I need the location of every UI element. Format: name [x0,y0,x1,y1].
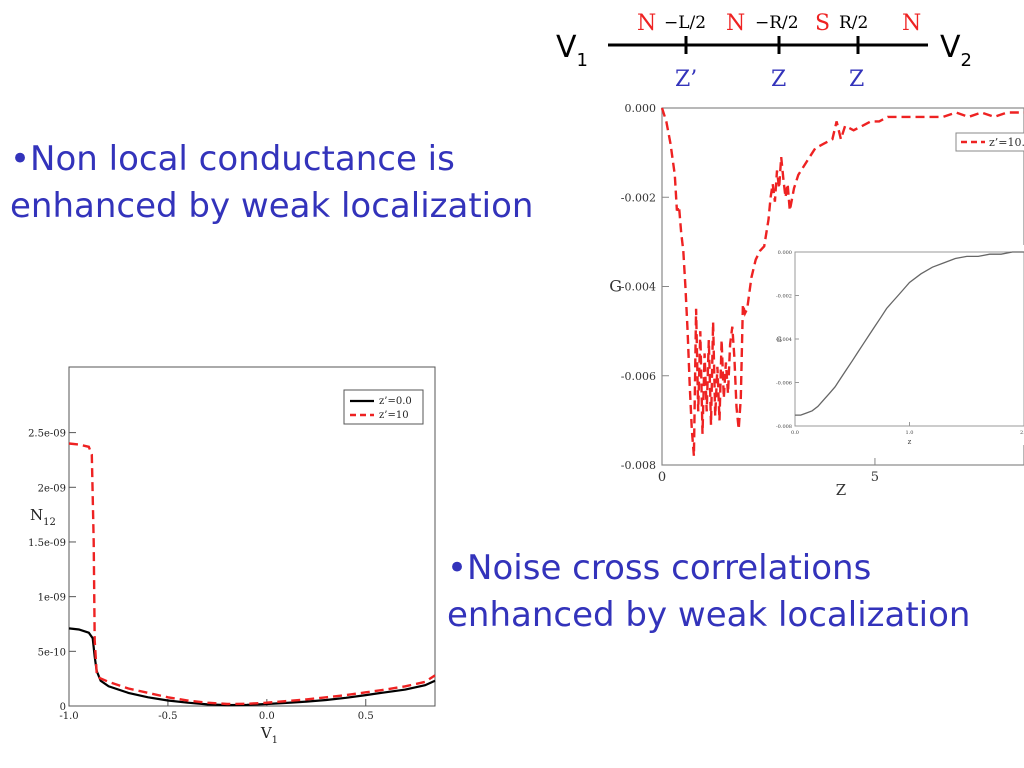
inset-y-tick-label: 0.000 [778,250,792,256]
inset-x-tick-label: 2.0 [1020,430,1024,436]
position-r-half: R/2 [839,13,868,33]
junction-schematic: V1 V2 N N S N −L/2 −R/2 R/2 Z’ Z Z [556,11,972,92]
region-n-3: N [902,11,921,36]
region-n-1: N [637,11,656,36]
region-s: S [815,11,830,36]
y-tick-label: -0.004 [621,281,656,294]
barrier-z-prime: Z’ [675,67,697,92]
series-line-z10 [68,442,436,706]
legend-label-z0: z’=0.0 [379,396,412,407]
y-tick-label: 5e-10 [38,647,66,658]
y-tick-label: 1.5e-09 [28,538,66,549]
inset-x-axis-label: z [908,438,912,446]
region-n-2: N [726,11,745,36]
noise-correlation-bullet: •Noise cross correlations enhanced by we… [447,548,971,635]
x-axis-label: V1 [260,724,278,746]
x-tick-label: -1.0 [59,711,78,722]
inset-background [770,245,1024,445]
x-tick-label: -0.5 [158,711,177,722]
y-tick-label: -0.008 [621,459,656,472]
x-tick-label: 5 [871,470,879,485]
position-neg-r-half: −R/2 [755,13,799,33]
y-axis-label: G [609,277,622,296]
legend-label-z10: z’=10 [379,410,409,421]
series-line-z0 [68,627,436,707]
right-lead-label: V2 [940,30,972,71]
y-tick-label: 2e-09 [38,483,66,494]
y-tick-label: 0 [60,702,66,713]
inset-x-tick-label: 1.0 [906,430,914,436]
position-neg-l-half: −L/2 [664,13,706,33]
plot-frame [68,366,436,707]
barrier-z-2: Z [849,67,864,92]
series-line-z10 [660,107,1024,457]
y-tick-label: 0.000 [625,102,657,115]
y-tick-label: -0.006 [621,370,656,383]
inset-y-tick-label: -0.004 [776,337,792,343]
legend-box [343,389,424,425]
x-tick-label: 0.5 [358,711,374,722]
y-tick-label: 2.5e-09 [28,429,66,440]
inset-series-line [795,251,1024,416]
legend-box [955,132,1024,152]
legend-label: z’=10.0 [989,136,1024,149]
y-tick-label: 1e-09 [38,593,66,604]
left-lead-label: V1 [556,30,588,71]
nonlocal-conductance-bullet: •Non local conductance is enhanced by we… [10,139,534,226]
barrier-z-1: Z [771,67,786,92]
y-tick-label: -0.002 [621,191,656,204]
y-axis-label: N12 [30,506,56,528]
inset-y-tick-label: -0.006 [776,381,792,387]
inset-y-axis-label: G [776,336,782,344]
inset-y-tick-label: -0.002 [776,294,792,300]
x-tick-label: 0.0 [259,711,275,722]
x-tick-label: 0 [658,470,666,485]
inset-x-tick-label: 0.0 [791,430,799,436]
noise-correlation-chart: 0 5e-10 1e-09 1.5e-09 2e-09 2.5e-09 -1.0 -0.5 0.… [28,366,436,746]
inset-y-tick-label: -0.008 [776,424,792,430]
x-axis-label: Z [836,481,846,499]
